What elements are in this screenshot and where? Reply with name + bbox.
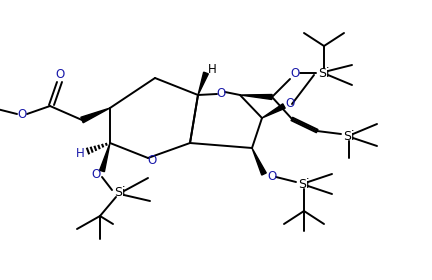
Text: Si: Si bbox=[318, 67, 330, 80]
Text: Si: Si bbox=[114, 186, 126, 199]
Text: O: O bbox=[286, 97, 295, 109]
Text: H: H bbox=[208, 62, 216, 76]
Text: O: O bbox=[290, 67, 300, 80]
Text: O: O bbox=[92, 167, 101, 181]
Text: H: H bbox=[76, 146, 84, 160]
Text: Si: Si bbox=[343, 130, 355, 143]
Text: O: O bbox=[147, 153, 157, 167]
Text: O: O bbox=[267, 169, 276, 183]
Text: O: O bbox=[17, 108, 27, 120]
Polygon shape bbox=[100, 143, 110, 172]
Text: Si: Si bbox=[298, 178, 310, 190]
Text: O: O bbox=[55, 67, 65, 81]
Polygon shape bbox=[240, 95, 272, 99]
Polygon shape bbox=[262, 104, 285, 118]
Polygon shape bbox=[252, 148, 266, 175]
Polygon shape bbox=[81, 108, 110, 123]
Polygon shape bbox=[198, 72, 208, 95]
Text: O: O bbox=[216, 87, 226, 99]
